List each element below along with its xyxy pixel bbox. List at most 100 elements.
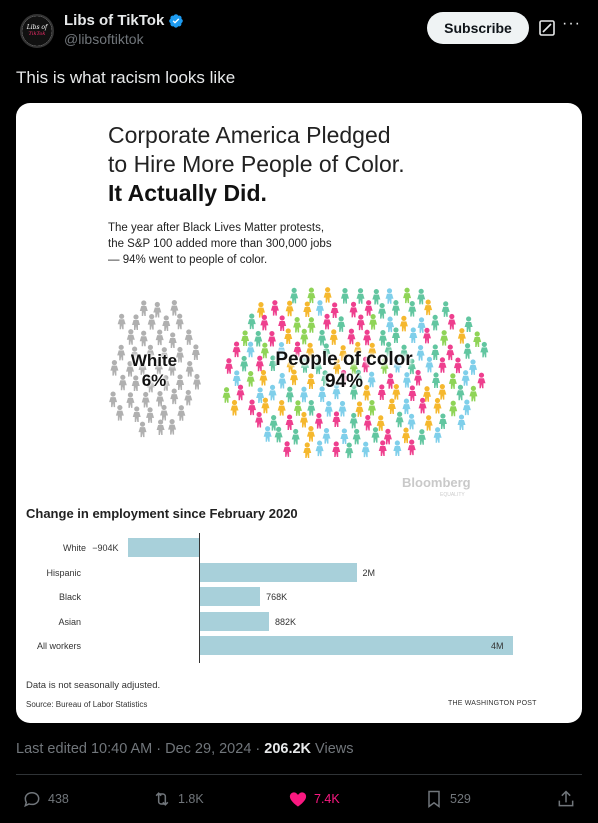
post-header: Libs of TikTok Libs of TikTok @libsoftik… bbox=[16, 12, 582, 52]
white-person-figure bbox=[154, 358, 163, 375]
poc-person-figure bbox=[385, 288, 394, 304]
poc-person-figure bbox=[284, 328, 293, 344]
poc-person-figure bbox=[403, 287, 412, 304]
poc-person-figure bbox=[349, 358, 358, 375]
poc-person-figure bbox=[414, 369, 423, 386]
poc-person-figure bbox=[261, 397, 270, 414]
avatar-logo-text-2: TikTok bbox=[28, 31, 46, 37]
heart-icon bbox=[289, 792, 307, 807]
poc-person-figure bbox=[363, 414, 372, 431]
poc-person-figure bbox=[347, 328, 356, 345]
poc-person-figure bbox=[457, 414, 466, 431]
poc-person-figure bbox=[332, 441, 341, 457]
grok-icon[interactable] bbox=[539, 20, 555, 36]
poc-person-figure bbox=[387, 398, 396, 415]
chart-note: Data is not seasonally adjusted. bbox=[26, 680, 161, 691]
edited-timestamp[interactable]: Last edited 10:40 AM · Dec 29, 2024 · bbox=[16, 741, 265, 757]
avatar-logo-text-1: Libs of bbox=[26, 24, 48, 31]
more-options-icon[interactable]: ··· bbox=[562, 15, 581, 32]
poc-person-figure bbox=[449, 400, 458, 417]
poc-person-figure bbox=[423, 386, 432, 402]
poc-person-figure bbox=[447, 313, 456, 330]
avatar-logo: Libs of TikTok bbox=[22, 16, 52, 46]
poc-person-figure bbox=[354, 369, 363, 386]
poc-person-figure bbox=[293, 400, 302, 416]
poc-person-figure bbox=[299, 411, 308, 428]
poc-person-figure bbox=[222, 387, 231, 403]
author-name-row[interactable]: Libs of TikTok bbox=[64, 12, 184, 29]
poc-person-figure bbox=[340, 288, 349, 304]
repost-icon bbox=[155, 792, 169, 806]
white-person-figure bbox=[184, 329, 193, 345]
white-person-figure bbox=[138, 421, 147, 438]
poc-person-figure bbox=[290, 369, 299, 386]
white-person-figure bbox=[168, 332, 177, 348]
reply-button[interactable]: 438 bbox=[22, 786, 69, 812]
white-person-figure bbox=[146, 407, 155, 423]
poc-person-figure bbox=[278, 372, 287, 389]
poc-person-figure bbox=[300, 357, 309, 373]
white-person-figure bbox=[160, 404, 169, 421]
poc-person-figure bbox=[393, 356, 402, 373]
subscribe-button[interactable]: Subscribe bbox=[427, 12, 529, 44]
poc-person-figure bbox=[417, 317, 426, 333]
poc-person-figure bbox=[384, 341, 393, 358]
poc-person-figure bbox=[446, 344, 455, 361]
white-person-figure bbox=[155, 390, 164, 407]
bar-category-label: Asian bbox=[58, 616, 81, 627]
poc-person-figure bbox=[247, 313, 256, 330]
white-person-figure bbox=[177, 405, 186, 421]
white-person-figure bbox=[138, 359, 147, 375]
poc-person-figure bbox=[391, 327, 400, 344]
white-person-figure bbox=[192, 373, 201, 390]
author-info: Libs of TikTok @libsoftiktok bbox=[64, 12, 184, 47]
poc-person-figure bbox=[232, 341, 241, 358]
poc-person-figure bbox=[323, 287, 332, 303]
poc-person-figure bbox=[402, 427, 411, 444]
white-person-figure bbox=[153, 301, 162, 318]
white-person-figure bbox=[139, 330, 148, 347]
poc-person-figure bbox=[463, 343, 472, 359]
author-name[interactable]: Libs of TikTok bbox=[64, 12, 165, 29]
bloomberg-logo: Bloomberg bbox=[402, 475, 471, 490]
poc-person-figure bbox=[407, 413, 416, 430]
bar-value-label: 2M bbox=[362, 567, 376, 578]
poc-person-figure bbox=[407, 439, 416, 456]
poc-person-figure bbox=[368, 342, 377, 359]
poc-person-figure bbox=[224, 358, 233, 374]
poc-person-figure bbox=[300, 328, 309, 345]
poc-person-figure bbox=[256, 302, 265, 318]
poc-person-figure bbox=[232, 370, 241, 386]
post-image[interactable]: Corporate America Pledged to Hire More P… bbox=[16, 103, 582, 723]
poc-person-figure bbox=[241, 330, 250, 347]
white-person-figure bbox=[126, 329, 135, 345]
poc-person-figure bbox=[400, 344, 409, 361]
white-person-figure bbox=[147, 314, 156, 330]
repost-button[interactable]: 1.8K bbox=[152, 786, 204, 812]
poc-person-figure bbox=[349, 301, 358, 318]
graphic-subtitle-line-1: The year after Black Lives Matter protes… bbox=[108, 222, 325, 234]
poc-person-figure bbox=[440, 330, 449, 346]
poc-person-figure bbox=[307, 317, 316, 333]
poc-person-figure bbox=[323, 313, 332, 330]
author-handle[interactable]: @libsoftiktok bbox=[64, 31, 144, 47]
like-button[interactable]: 7.4K bbox=[288, 786, 340, 812]
white-person-figure bbox=[115, 404, 124, 421]
white-person-figure bbox=[146, 344, 155, 361]
white-person-figure bbox=[185, 360, 194, 377]
poc-person-figure bbox=[402, 372, 411, 388]
share-button[interactable] bbox=[556, 786, 576, 812]
poc-person-figure bbox=[338, 400, 347, 417]
poc-person-figure bbox=[438, 384, 447, 400]
poc-person-figure bbox=[422, 327, 431, 344]
white-person-figure bbox=[155, 329, 164, 346]
author-avatar[interactable]: Libs of TikTok bbox=[20, 14, 54, 48]
poc-person-figure bbox=[314, 412, 323, 429]
white-person-figure bbox=[168, 419, 177, 435]
bar-white bbox=[128, 538, 199, 557]
poc-person-figure bbox=[256, 387, 265, 403]
poc-person-figure bbox=[386, 316, 395, 333]
bookmark-button[interactable]: 529 bbox=[424, 786, 471, 812]
graphic-subtitle-line-2: the S&P 100 added more than 300,000 jobs bbox=[108, 238, 332, 250]
graphic-title-line-1: Corporate America Pledged bbox=[108, 122, 391, 148]
